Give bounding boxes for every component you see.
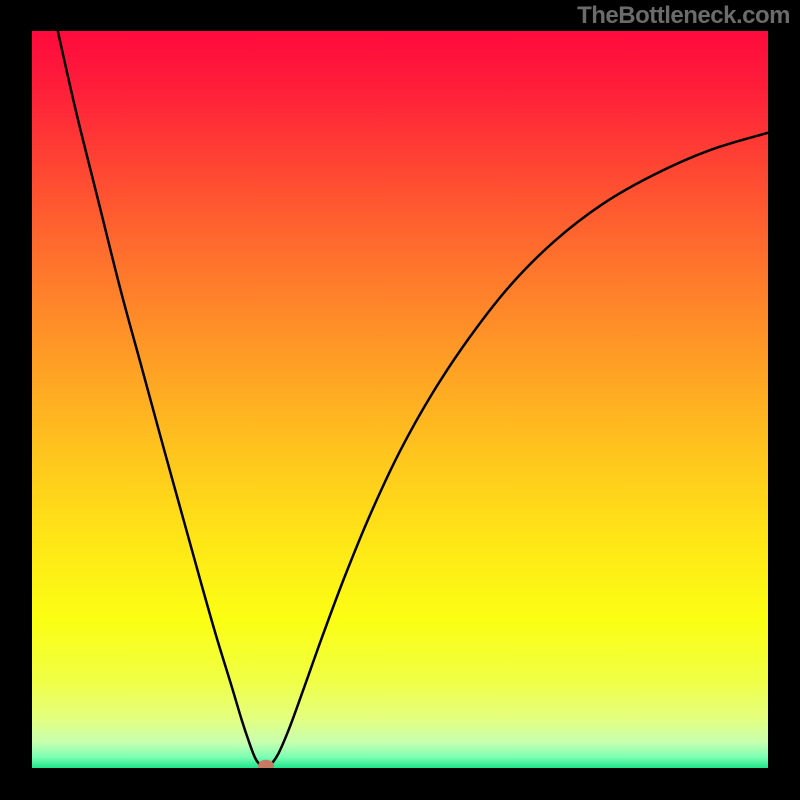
curve-layer — [32, 31, 768, 768]
bottleneck-curve — [58, 31, 768, 768]
plot-area — [32, 31, 768, 768]
watermark-text: TheBottleneck.com — [577, 2, 790, 30]
chart-frame: TheBottleneck.com — [0, 0, 800, 800]
optimal-point-marker — [258, 760, 274, 768]
